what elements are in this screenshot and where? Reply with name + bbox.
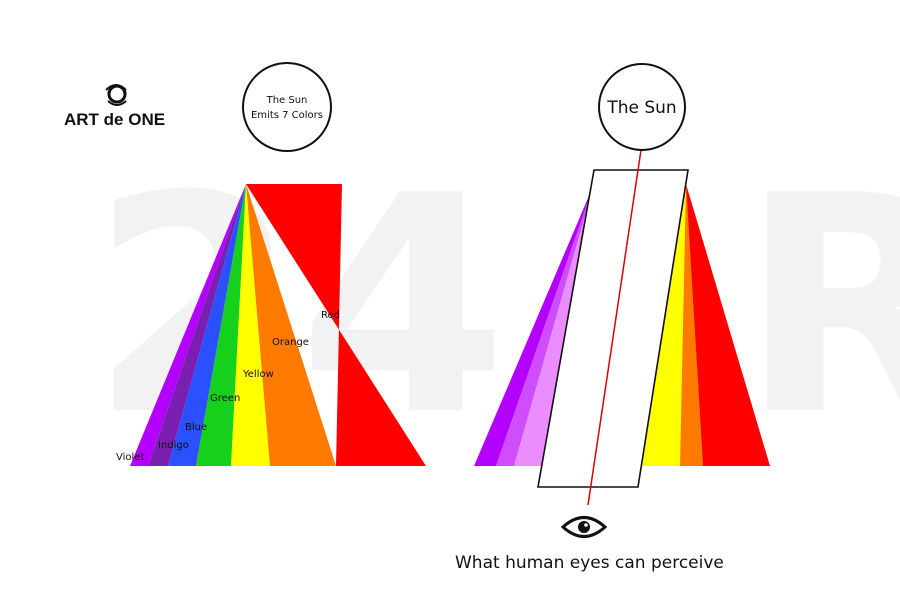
right-band-indigo xyxy=(496,184,594,466)
band-violet xyxy=(130,184,246,466)
band-label-blue: Blue xyxy=(185,422,207,433)
left-band-labels: Violet Indigo Blue Green Yellow Orange Red xyxy=(116,310,340,463)
band-label-orange: Orange xyxy=(272,337,309,348)
band-label-green: Green xyxy=(210,393,240,404)
left-sun-title: The Sun xyxy=(266,95,308,106)
left-sun-circle xyxy=(242,62,332,152)
right-band-blue xyxy=(514,184,594,466)
right-sun: The Sun xyxy=(598,63,686,151)
left-sun-subtitle: Emits 7 Colors xyxy=(251,110,323,121)
right-diagram: The Sun What human eyes can perceive xyxy=(455,63,770,573)
logo-mark-icon xyxy=(105,84,127,106)
right-sun-circle xyxy=(598,63,686,151)
right-band-red xyxy=(686,184,770,466)
band-green xyxy=(196,184,246,466)
band-label-violet: Violet xyxy=(116,452,144,463)
visible-range-window xyxy=(537,169,689,488)
band-yellow xyxy=(231,184,270,466)
band-label-red: Red xyxy=(321,310,340,321)
band-label-indigo: Indigo xyxy=(158,440,189,451)
perception-caption: What human eyes can perceive xyxy=(455,553,724,573)
right-band-orange xyxy=(680,184,703,466)
left-spectrum xyxy=(130,184,426,466)
right-band-violet xyxy=(474,184,594,466)
left-sun: The Sun Emits 7 Colors xyxy=(242,62,332,152)
right-sun-label: The Sun xyxy=(606,98,676,118)
brand-logo: ART de ONE xyxy=(64,84,165,129)
band-label-yellow: Yellow xyxy=(242,369,274,380)
band-indigo xyxy=(148,184,246,466)
left-diagram: Violet Indigo Blue Green Yellow Orange Red The… xyxy=(116,62,426,466)
band-red xyxy=(246,184,426,466)
band-blue xyxy=(168,184,246,466)
band-orange xyxy=(246,184,336,466)
sun-ray xyxy=(587,149,642,506)
brand-name: ART de ONE xyxy=(64,110,165,129)
eye-icon xyxy=(560,516,608,538)
